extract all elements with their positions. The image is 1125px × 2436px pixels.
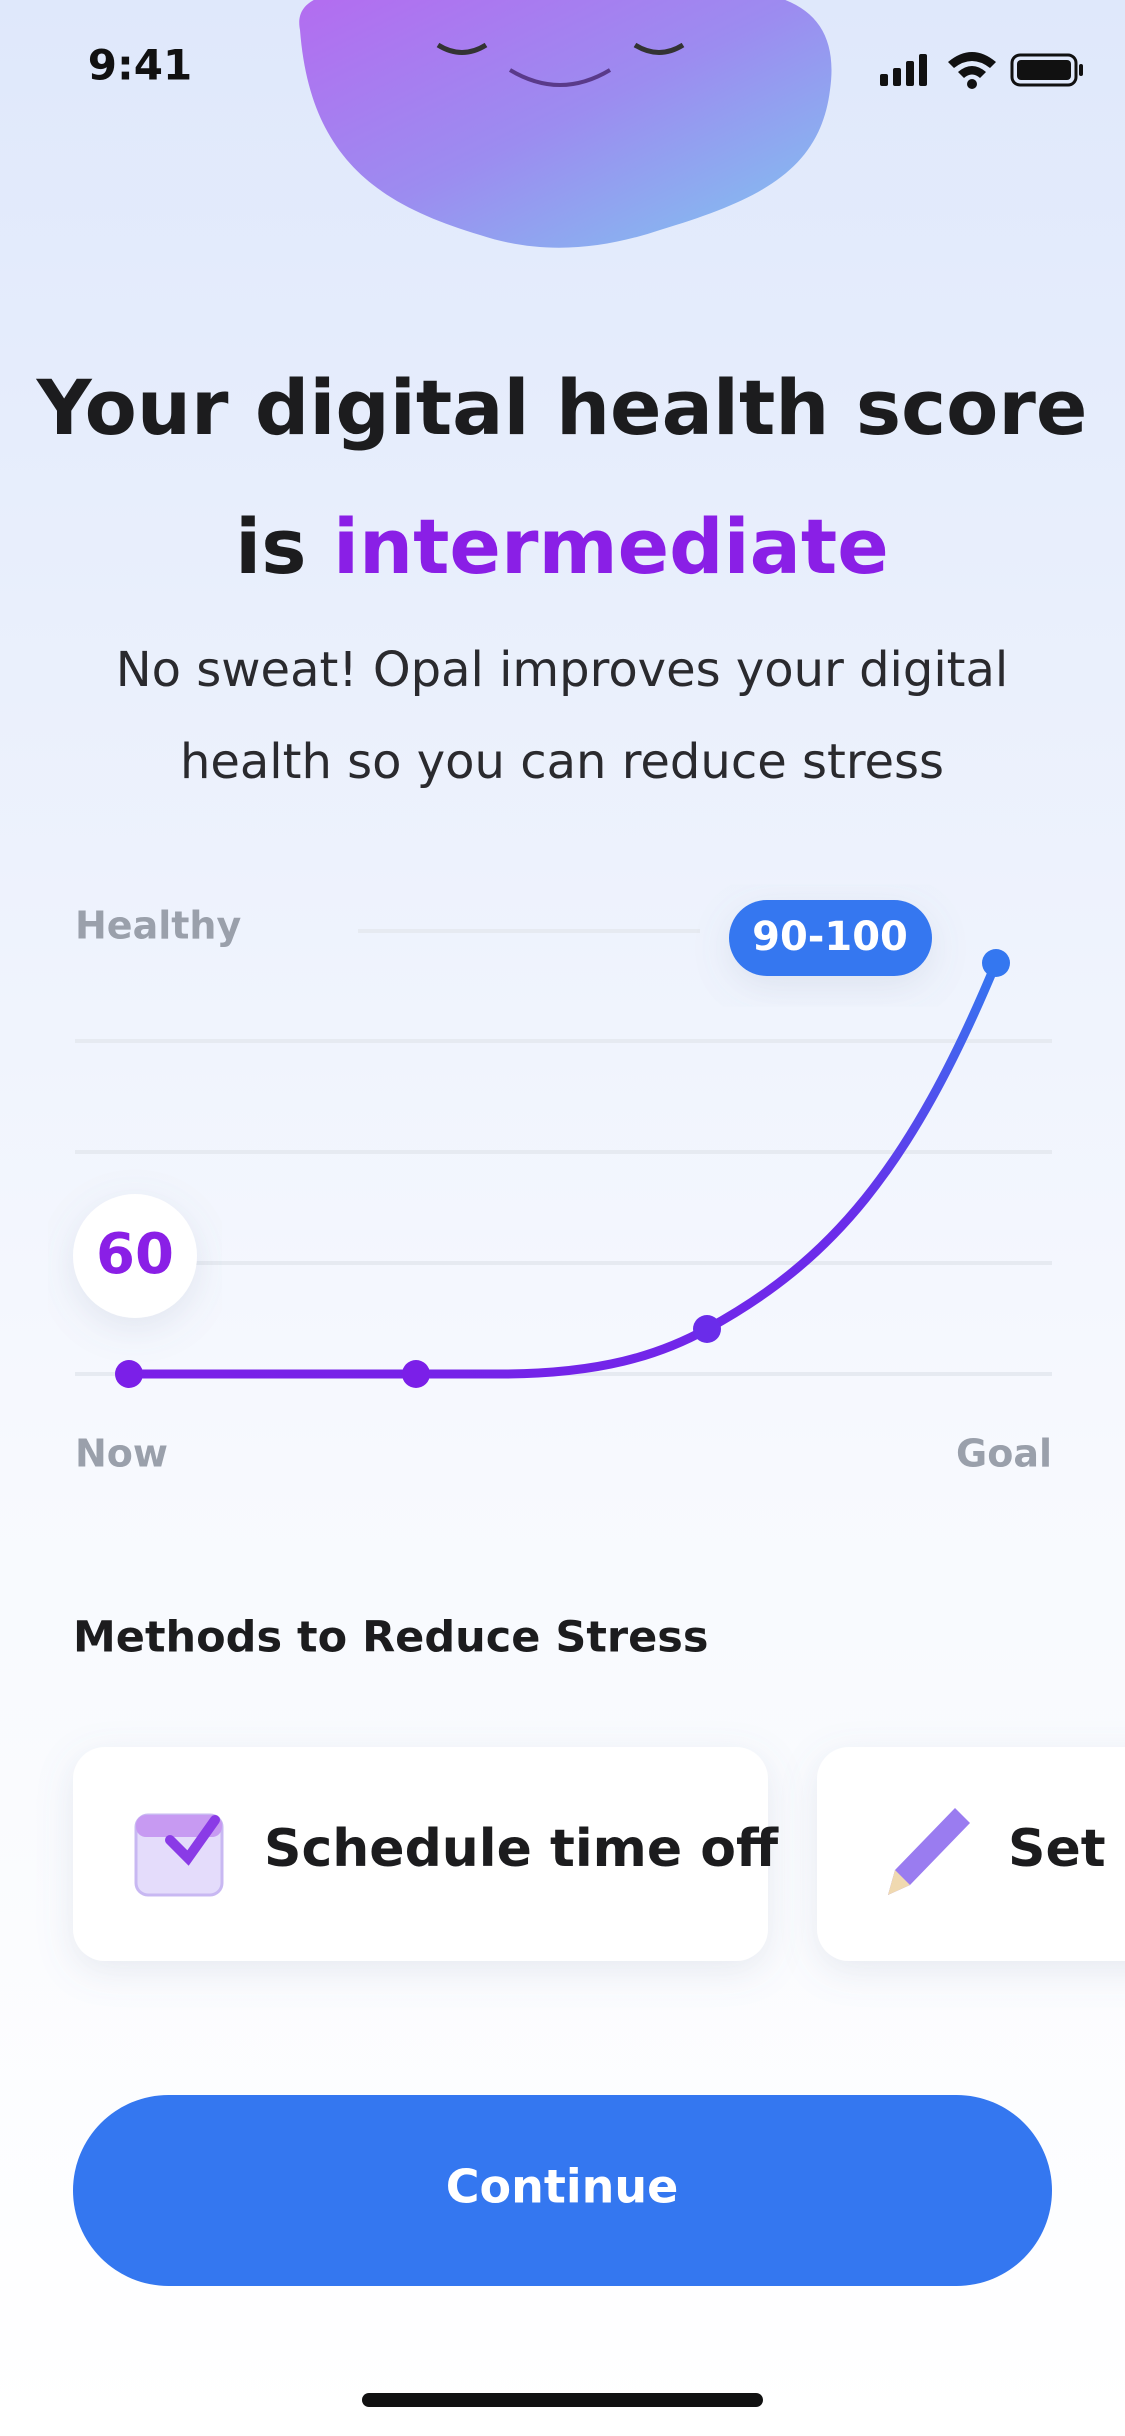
status-time: 9:41 xyxy=(88,41,192,90)
card-label: Schedule time off xyxy=(264,1819,779,1879)
goal-badge xyxy=(729,900,932,976)
subtitle: No sweat! Opal improves your digital xyxy=(116,642,1009,698)
end-label: Goal xyxy=(956,1432,1052,1476)
continue-button[interactable]: Continue xyxy=(73,2095,1052,2286)
title-line2: is intermediate xyxy=(235,502,889,591)
start-label: Now xyxy=(75,1432,168,1476)
title-prefix: is xyxy=(235,502,306,591)
point xyxy=(693,1315,721,1343)
subtitle: health so you can reduce stress xyxy=(180,734,944,790)
point xyxy=(402,1360,430,1388)
point xyxy=(982,949,1010,977)
progress-curve xyxy=(124,958,1001,1379)
calendar-icon xyxy=(134,1813,224,1897)
pencil-icon xyxy=(888,1808,970,1895)
space xyxy=(306,502,332,591)
status-icons xyxy=(880,52,1083,89)
current-badge xyxy=(73,1194,197,1318)
title: Your digital health score xyxy=(36,363,1088,452)
method-card[interactable]: Set a xyxy=(817,1747,1125,1961)
goal-badge-text: 90-100 xyxy=(752,914,908,960)
button-label: Continue xyxy=(446,2160,679,2214)
current-badge-text: 60 xyxy=(96,1222,174,1287)
title-highlight: intermediate xyxy=(333,502,889,591)
mascot xyxy=(299,0,832,248)
chart: Healthy 90-100 60 Now Goal xyxy=(73,900,1052,1476)
chart-top-label: Healthy xyxy=(75,904,241,948)
method-card[interactable]: Schedule time off xyxy=(73,1747,779,1961)
point xyxy=(115,1360,143,1388)
section-title: Methods to Reduce Stress xyxy=(73,1613,708,1663)
card-label: Set a xyxy=(1008,1819,1125,1879)
home-indicator xyxy=(362,2393,763,2407)
